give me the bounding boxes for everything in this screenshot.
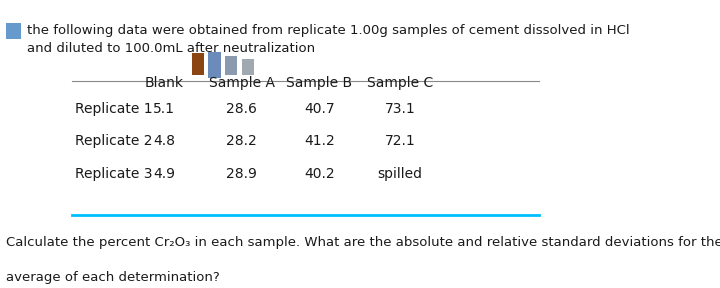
Text: Replicate 2: Replicate 2 (75, 134, 153, 148)
Text: 40.7: 40.7 (304, 102, 335, 116)
Text: 72.1: 72.1 (384, 134, 415, 148)
Text: the following data were obtained from replicate 1.00g samples of cement dissolve: the following data were obtained from re… (27, 24, 629, 37)
Text: 73.1: 73.1 (384, 102, 415, 116)
Text: 40.2: 40.2 (304, 167, 335, 181)
Text: 28.2: 28.2 (226, 134, 257, 148)
Text: Sample B: Sample B (287, 76, 353, 90)
Text: 4.9: 4.9 (153, 167, 175, 181)
FancyBboxPatch shape (208, 52, 220, 78)
Text: Blank: Blank (145, 76, 184, 90)
Text: spilled: spilled (377, 167, 423, 181)
Text: 28.9: 28.9 (226, 167, 257, 181)
Text: Sample A: Sample A (209, 76, 275, 90)
FancyBboxPatch shape (225, 56, 238, 75)
Text: 41.2: 41.2 (304, 134, 335, 148)
Text: and diluted to 100.0mL after neutralization: and diluted to 100.0mL after neutralizat… (27, 42, 315, 55)
FancyBboxPatch shape (6, 23, 21, 39)
Text: 28.6: 28.6 (226, 102, 257, 116)
Text: Replicate 3: Replicate 3 (75, 167, 153, 181)
Text: Replicate 1: Replicate 1 (75, 102, 153, 116)
Text: average of each determination?: average of each determination? (6, 271, 220, 284)
Text: Calculate the percent Cr₂O₃ in each sample. What are the absolute and relative s: Calculate the percent Cr₂O₃ in each samp… (6, 236, 720, 249)
FancyBboxPatch shape (192, 53, 204, 75)
FancyBboxPatch shape (242, 59, 254, 75)
Text: 5.1: 5.1 (153, 102, 175, 116)
Text: 4.8: 4.8 (153, 134, 175, 148)
Text: Sample C: Sample C (367, 76, 433, 90)
